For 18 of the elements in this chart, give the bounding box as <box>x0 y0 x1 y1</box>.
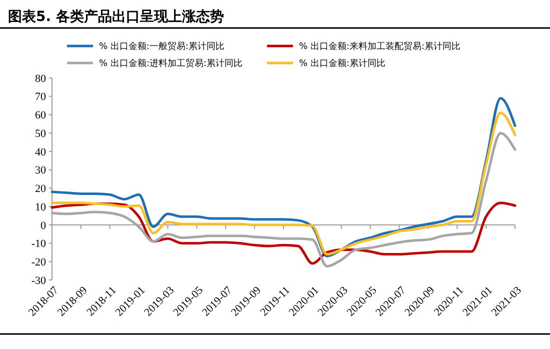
line-series <box>50 132 516 268</box>
y-tick-label: 50 <box>35 128 46 140</box>
y-tick-label: 0 <box>40 220 46 232</box>
y-tick-label: 40 <box>35 146 46 158</box>
legend-label: % 出口金额:来料加工装配贸易:累计同比 <box>299 41 460 52</box>
y-tick-label: -30 <box>31 274 46 287</box>
legend-label: % 出口金额:累计同比 <box>299 58 386 70</box>
chart-title: 图表5. 各类产品出口呈现上涨态势 <box>8 8 224 25</box>
y-tick-label: 60 <box>35 110 46 122</box>
y-tick-label: 10 <box>35 201 46 214</box>
y-tick-label: 80 <box>35 72 46 85</box>
legend-label: % 出口金额:进料加工贸易:累计同比 <box>99 58 242 70</box>
y-tick-label: 70 <box>35 91 46 104</box>
legend-label: % 出口金额:一般贸易:累计同比 <box>99 41 224 52</box>
y-tick-label: -10 <box>31 238 46 250</box>
y-tick-label: 20 <box>35 183 46 196</box>
y-tick-label: -20 <box>31 256 46 268</box>
y-tick-label: 30 <box>35 164 46 177</box>
